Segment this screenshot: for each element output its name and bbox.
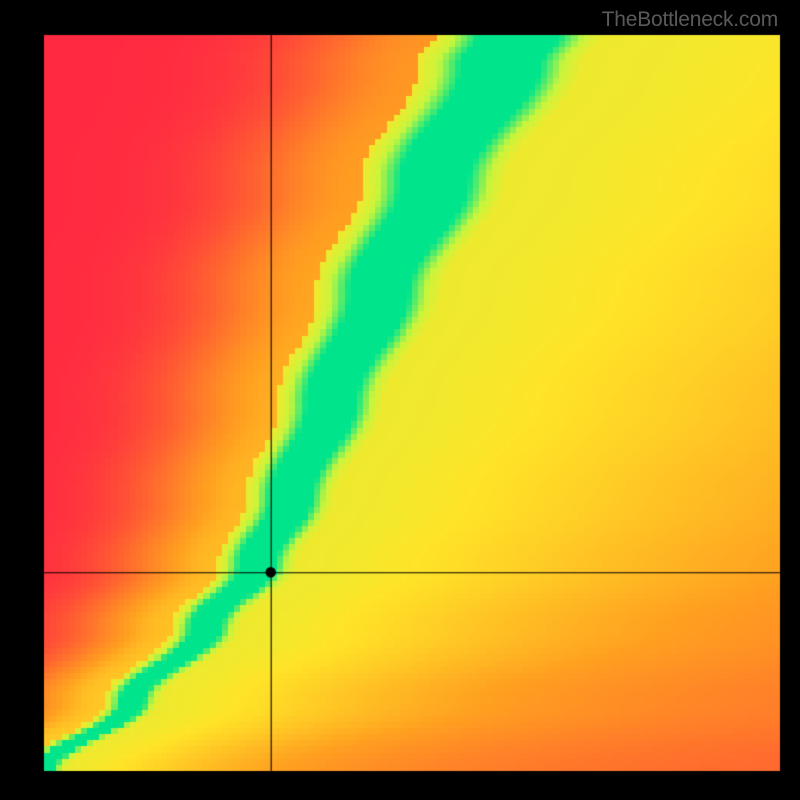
chart-container: { "watermark": "TheBottleneck.com", "cha… [0, 0, 800, 800]
overlay-canvas [0, 0, 800, 800]
watermark-label: TheBottleneck.com [602, 8, 778, 32]
